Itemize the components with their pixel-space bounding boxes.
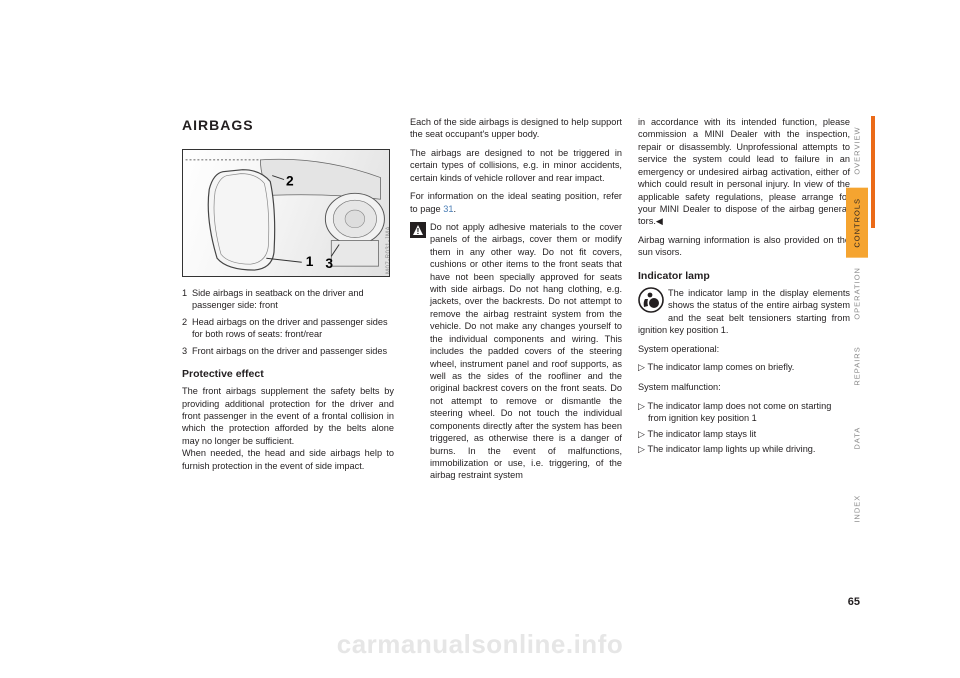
svg-text:2: 2 [286,173,294,188]
body-text: The airbags are designed to not be trig­… [410,147,622,184]
body-text: Airbag warning information is also pro­v… [638,234,850,259]
svg-text:!: ! [417,227,420,236]
body-text: Each of the side airbags is designed to … [410,116,622,141]
tab-repairs[interactable]: REPAIRS [846,331,868,401]
protective-effect-heading: Protective effect [182,367,394,381]
warning-icon: ! [410,222,426,238]
page-number: 65 [848,596,860,608]
list-item: The indicator lamp comes on briefly. [638,361,850,373]
malfunction-list: The indicator lamp does not come on star… [638,400,850,456]
tab-index[interactable]: INDEX [846,474,868,544]
tab-controls[interactable]: CONTROLS [846,188,868,258]
list-item: The indicator lamp does not come on star… [638,400,850,425]
airbag-indicator-icon [638,287,664,313]
operational-list: The indicator lamp comes on briefly. [638,361,850,373]
indicator-text: The indicator lamp in the display elemen… [638,287,850,337]
svg-text:3: 3 [325,256,333,271]
column-2: Each of the side airbags is designed to … [410,116,622,596]
tab-overview[interactable]: OVERVIEW [846,116,868,186]
warning-block: ! Do not apply adhesive materials to the… [410,221,622,482]
page-content: AIRBAGS 1 2 3 M07-R031-JMA 1Side a [182,116,850,596]
list-item: The indicator lamp lights up while drivi… [638,443,850,455]
column-3: in accordance with its intended function… [638,116,850,596]
page-link[interactable]: 31 [443,204,453,214]
svg-text:1: 1 [306,254,314,269]
warning-text: Do not apply adhesive materials to the c… [430,221,622,482]
indicator-lamp-heading: Indicator lamp [638,269,850,283]
legend-item: 3Front airbags on the driver and passen­… [182,345,394,357]
page-title: AIRBAGS [182,116,394,135]
tab-data[interactable]: DATA [846,403,868,473]
body-text: in accordance with its intended function… [638,116,850,228]
figure-code: M07-R031-JMA [385,226,390,274]
body-text: For information on the ideal seating pos… [410,190,622,215]
side-tabs: OVERVIEW CONTROLS OPERATION REPAIRS DATA… [846,116,868,546]
legend-item: 2Head airbags on the driver and passenge… [182,316,394,341]
body-text: System operational: [638,343,850,355]
legend-item: 1Side airbags in seatback on the driver … [182,287,394,312]
column-1: AIRBAGS 1 2 3 M07-R031-JMA 1Side a [182,116,394,596]
legend-list: 1Side airbags in seatback on the driver … [182,287,394,357]
airbag-diagram: 1 2 3 M07-R031-JMA [182,149,390,277]
body-text: System malfunction: [638,381,850,393]
tab-operation[interactable]: OPERATION [846,259,868,329]
accent-bar [871,116,875,228]
watermark: carmanualsonline.info [0,629,960,660]
list-item: The indicator lamp stays lit [638,428,850,440]
body-text: The front airbags supplement the safety … [182,385,394,472]
